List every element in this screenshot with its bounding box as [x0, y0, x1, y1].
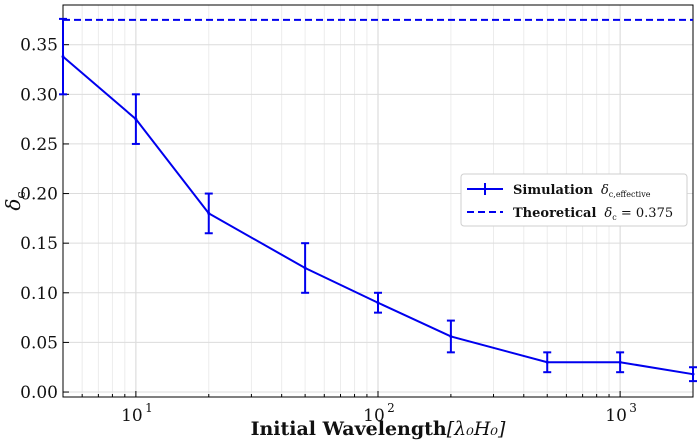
- legend-box: [460, 173, 688, 227]
- data-point: [134, 117, 138, 121]
- y-tick-label: 0.15: [20, 234, 58, 254]
- y-tick-label: 0.00: [20, 383, 58, 403]
- x-tick-label: 10: [121, 406, 143, 426]
- data-point: [545, 360, 549, 364]
- axis-ticks: [62, 44, 694, 397]
- error-bar: [543, 351, 552, 374]
- y-tick-label: 0.30: [20, 85, 58, 105]
- data-series: [59, 17, 697, 383]
- y-tick-label: 0.35: [20, 36, 58, 56]
- legend: Simulation δc,effective Theoretical δc = 0.…: [460, 173, 688, 227]
- y-tick-label: 0.05: [20, 333, 58, 353]
- error-bar: [689, 366, 697, 383]
- y-tick-label: 0.25: [20, 135, 58, 155]
- x-tick-label-exponent: 3: [629, 401, 637, 415]
- error-bar: [59, 17, 67, 96]
- data-point: [207, 211, 211, 215]
- error-bar: [204, 192, 213, 235]
- x-tick-label: 10: [363, 406, 385, 426]
- data-point: [376, 301, 380, 305]
- error-bar: [446, 319, 455, 354]
- legend-simulation-label: Simulation δc,effective: [513, 183, 651, 199]
- y-axis-title: δc: [1, 191, 29, 210]
- data-point: [618, 360, 622, 364]
- x-tick-label-exponent: 1: [145, 401, 153, 415]
- y-tick-label: 0.10: [20, 284, 58, 304]
- x-axis-title: Initial Wavelength[λ₀H₀]: [251, 418, 506, 440]
- data-point: [691, 372, 695, 376]
- x-tick-label-exponent: 2: [387, 401, 395, 415]
- data-point: [61, 55, 65, 59]
- error-bar: [301, 242, 310, 294]
- error-bar: [616, 351, 625, 374]
- data-point: [303, 266, 307, 270]
- error-bar: [374, 291, 382, 314]
- error-bar: [131, 93, 140, 145]
- y-tick-label: 0.20: [20, 185, 58, 205]
- x-tick-label: 10: [605, 406, 627, 426]
- legend-theoretical-label: Theoretical δc = 0.375: [513, 206, 673, 222]
- data-point: [449, 334, 453, 338]
